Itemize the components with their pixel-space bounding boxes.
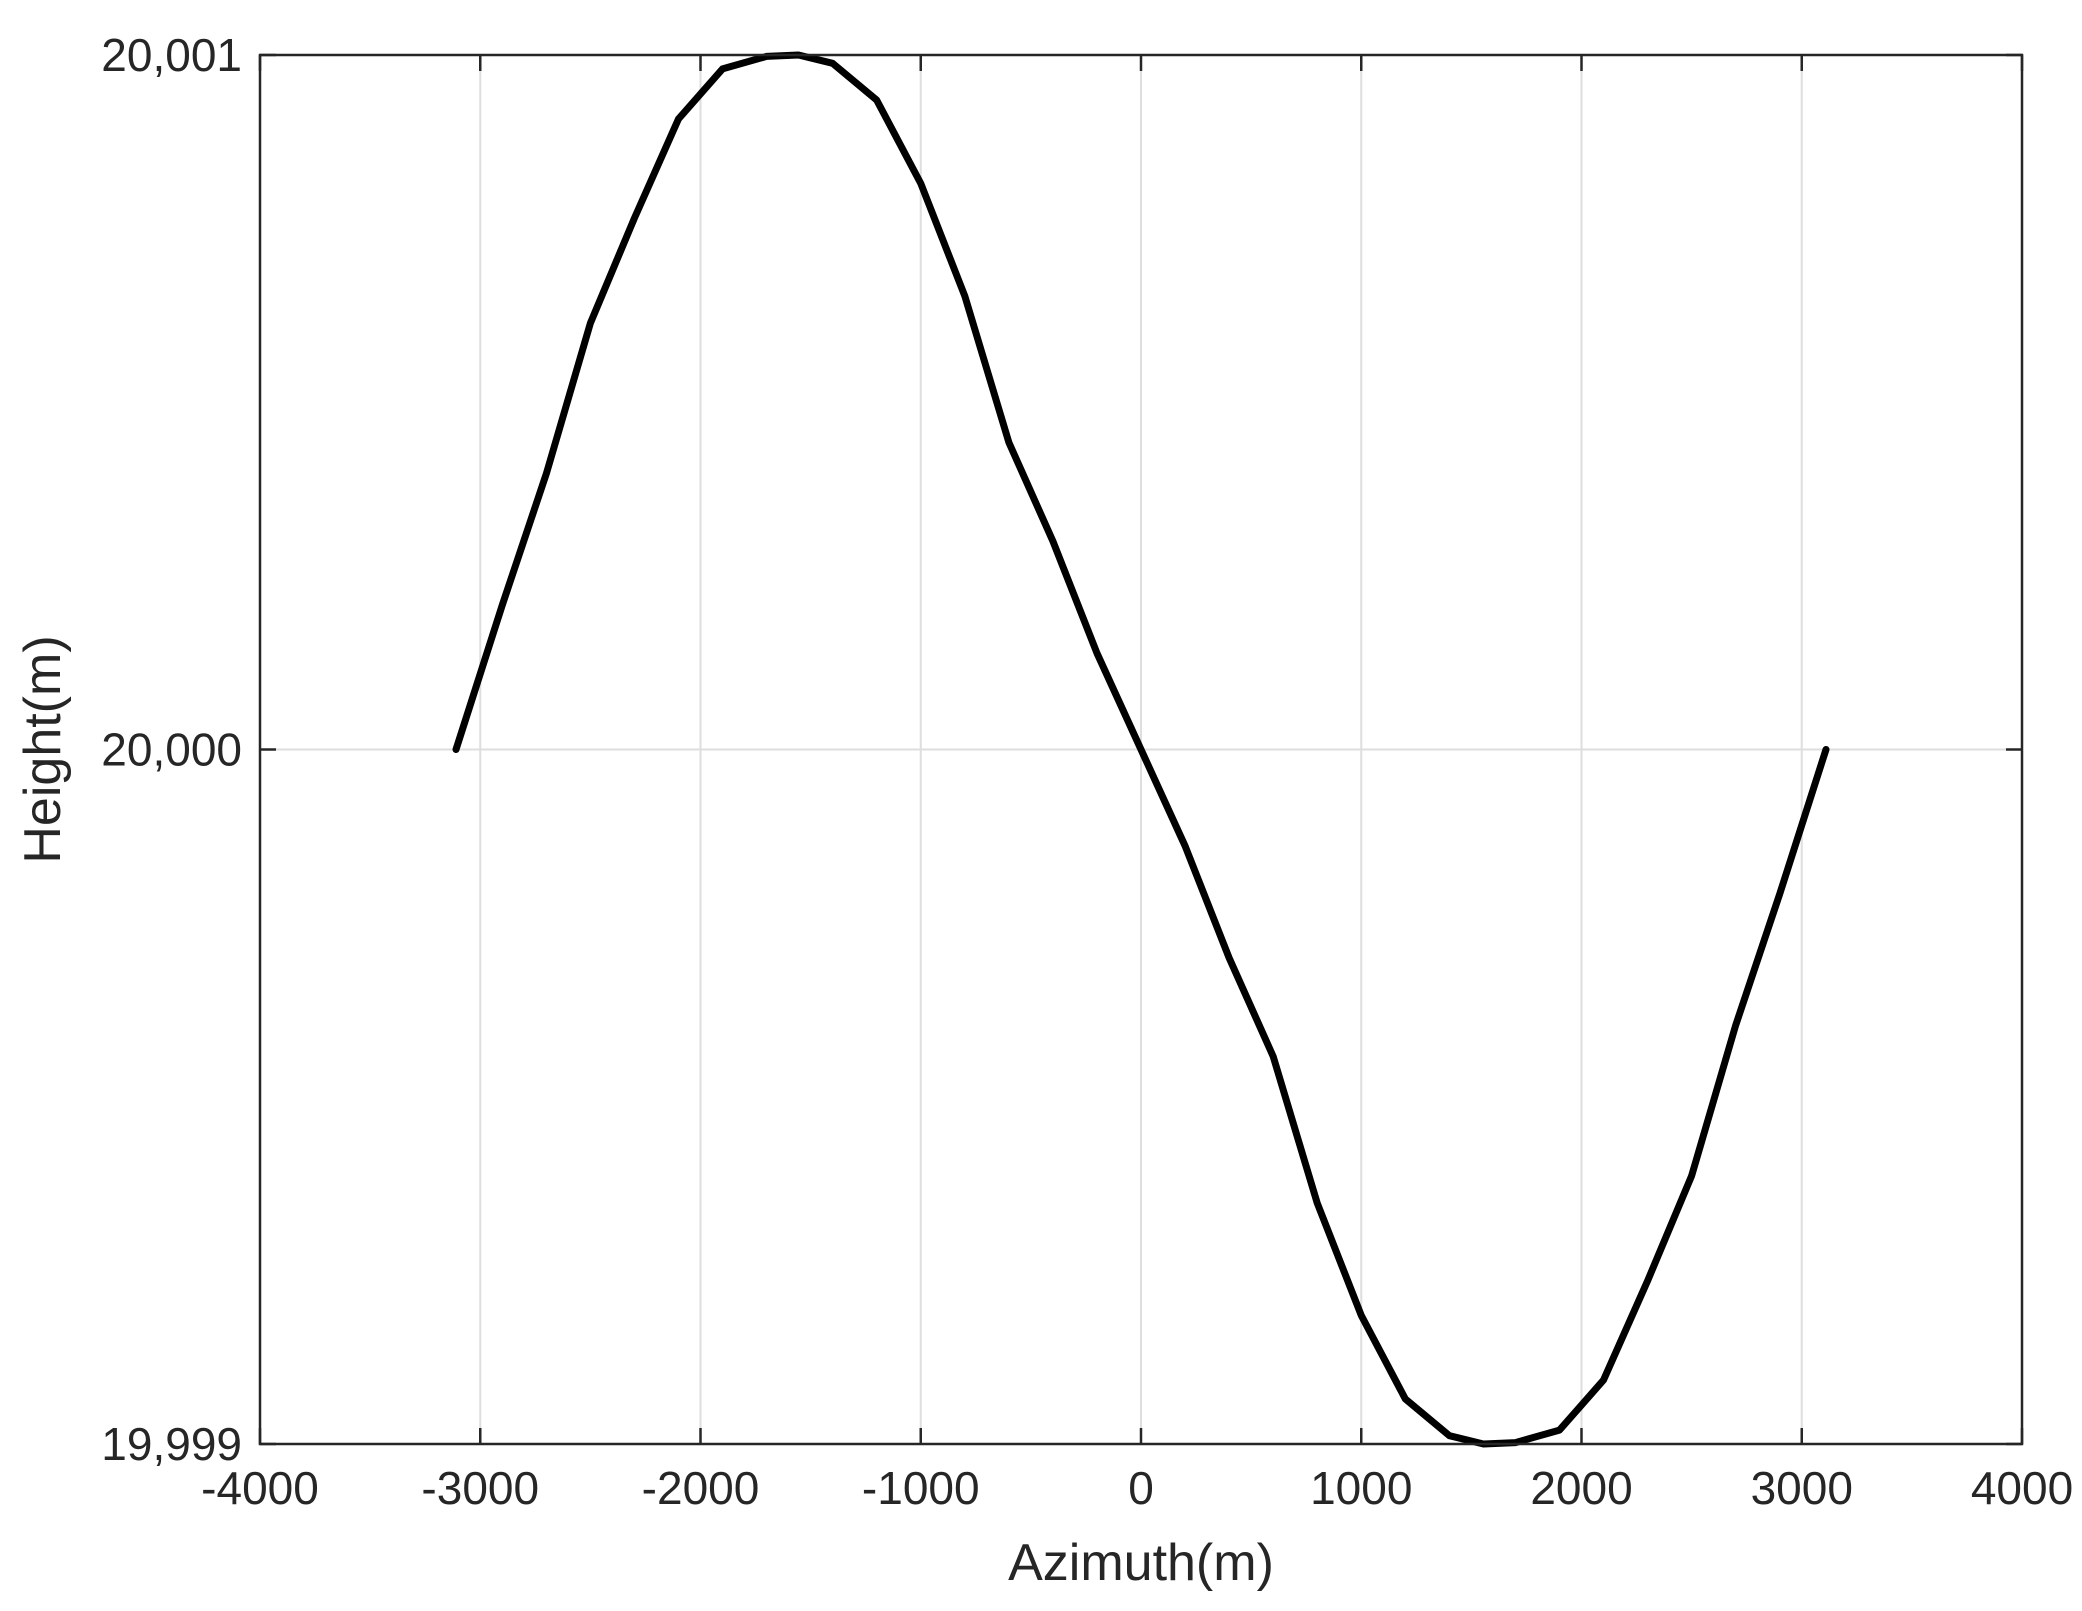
plot-series	[452, 51, 1830, 1448]
x-axis-label: Azimuth(m)	[1008, 1534, 1274, 1592]
x-tick-label: 1000	[1310, 1462, 1412, 1514]
tick-labels: -4000 -3000 -2000 -1000 0 1000 2000 3000 4000 19,…	[101, 29, 2073, 1514]
x-tick-label: -4000	[201, 1462, 319, 1514]
x-tick-label: -1000	[862, 1462, 980, 1514]
y-tick-label: 19,999	[101, 1418, 242, 1470]
y-axis-label: Height(m)	[14, 635, 72, 863]
data-series-line	[452, 51, 1830, 1448]
x-tick-label: -3000	[421, 1462, 539, 1514]
axes	[258, 53, 2024, 1446]
x-tick-label: 3000	[1751, 1462, 1853, 1514]
y-tick-label: 20,001	[101, 29, 242, 81]
grid-lines	[260, 55, 2022, 1444]
y-tick-label: 20,000	[101, 724, 242, 776]
x-tick-label: 4000	[1971, 1462, 2073, 1514]
x-tick-label: 2000	[1530, 1462, 1632, 1514]
x-tick-label: 0	[1128, 1462, 1154, 1514]
x-tick-label: -2000	[642, 1462, 760, 1514]
